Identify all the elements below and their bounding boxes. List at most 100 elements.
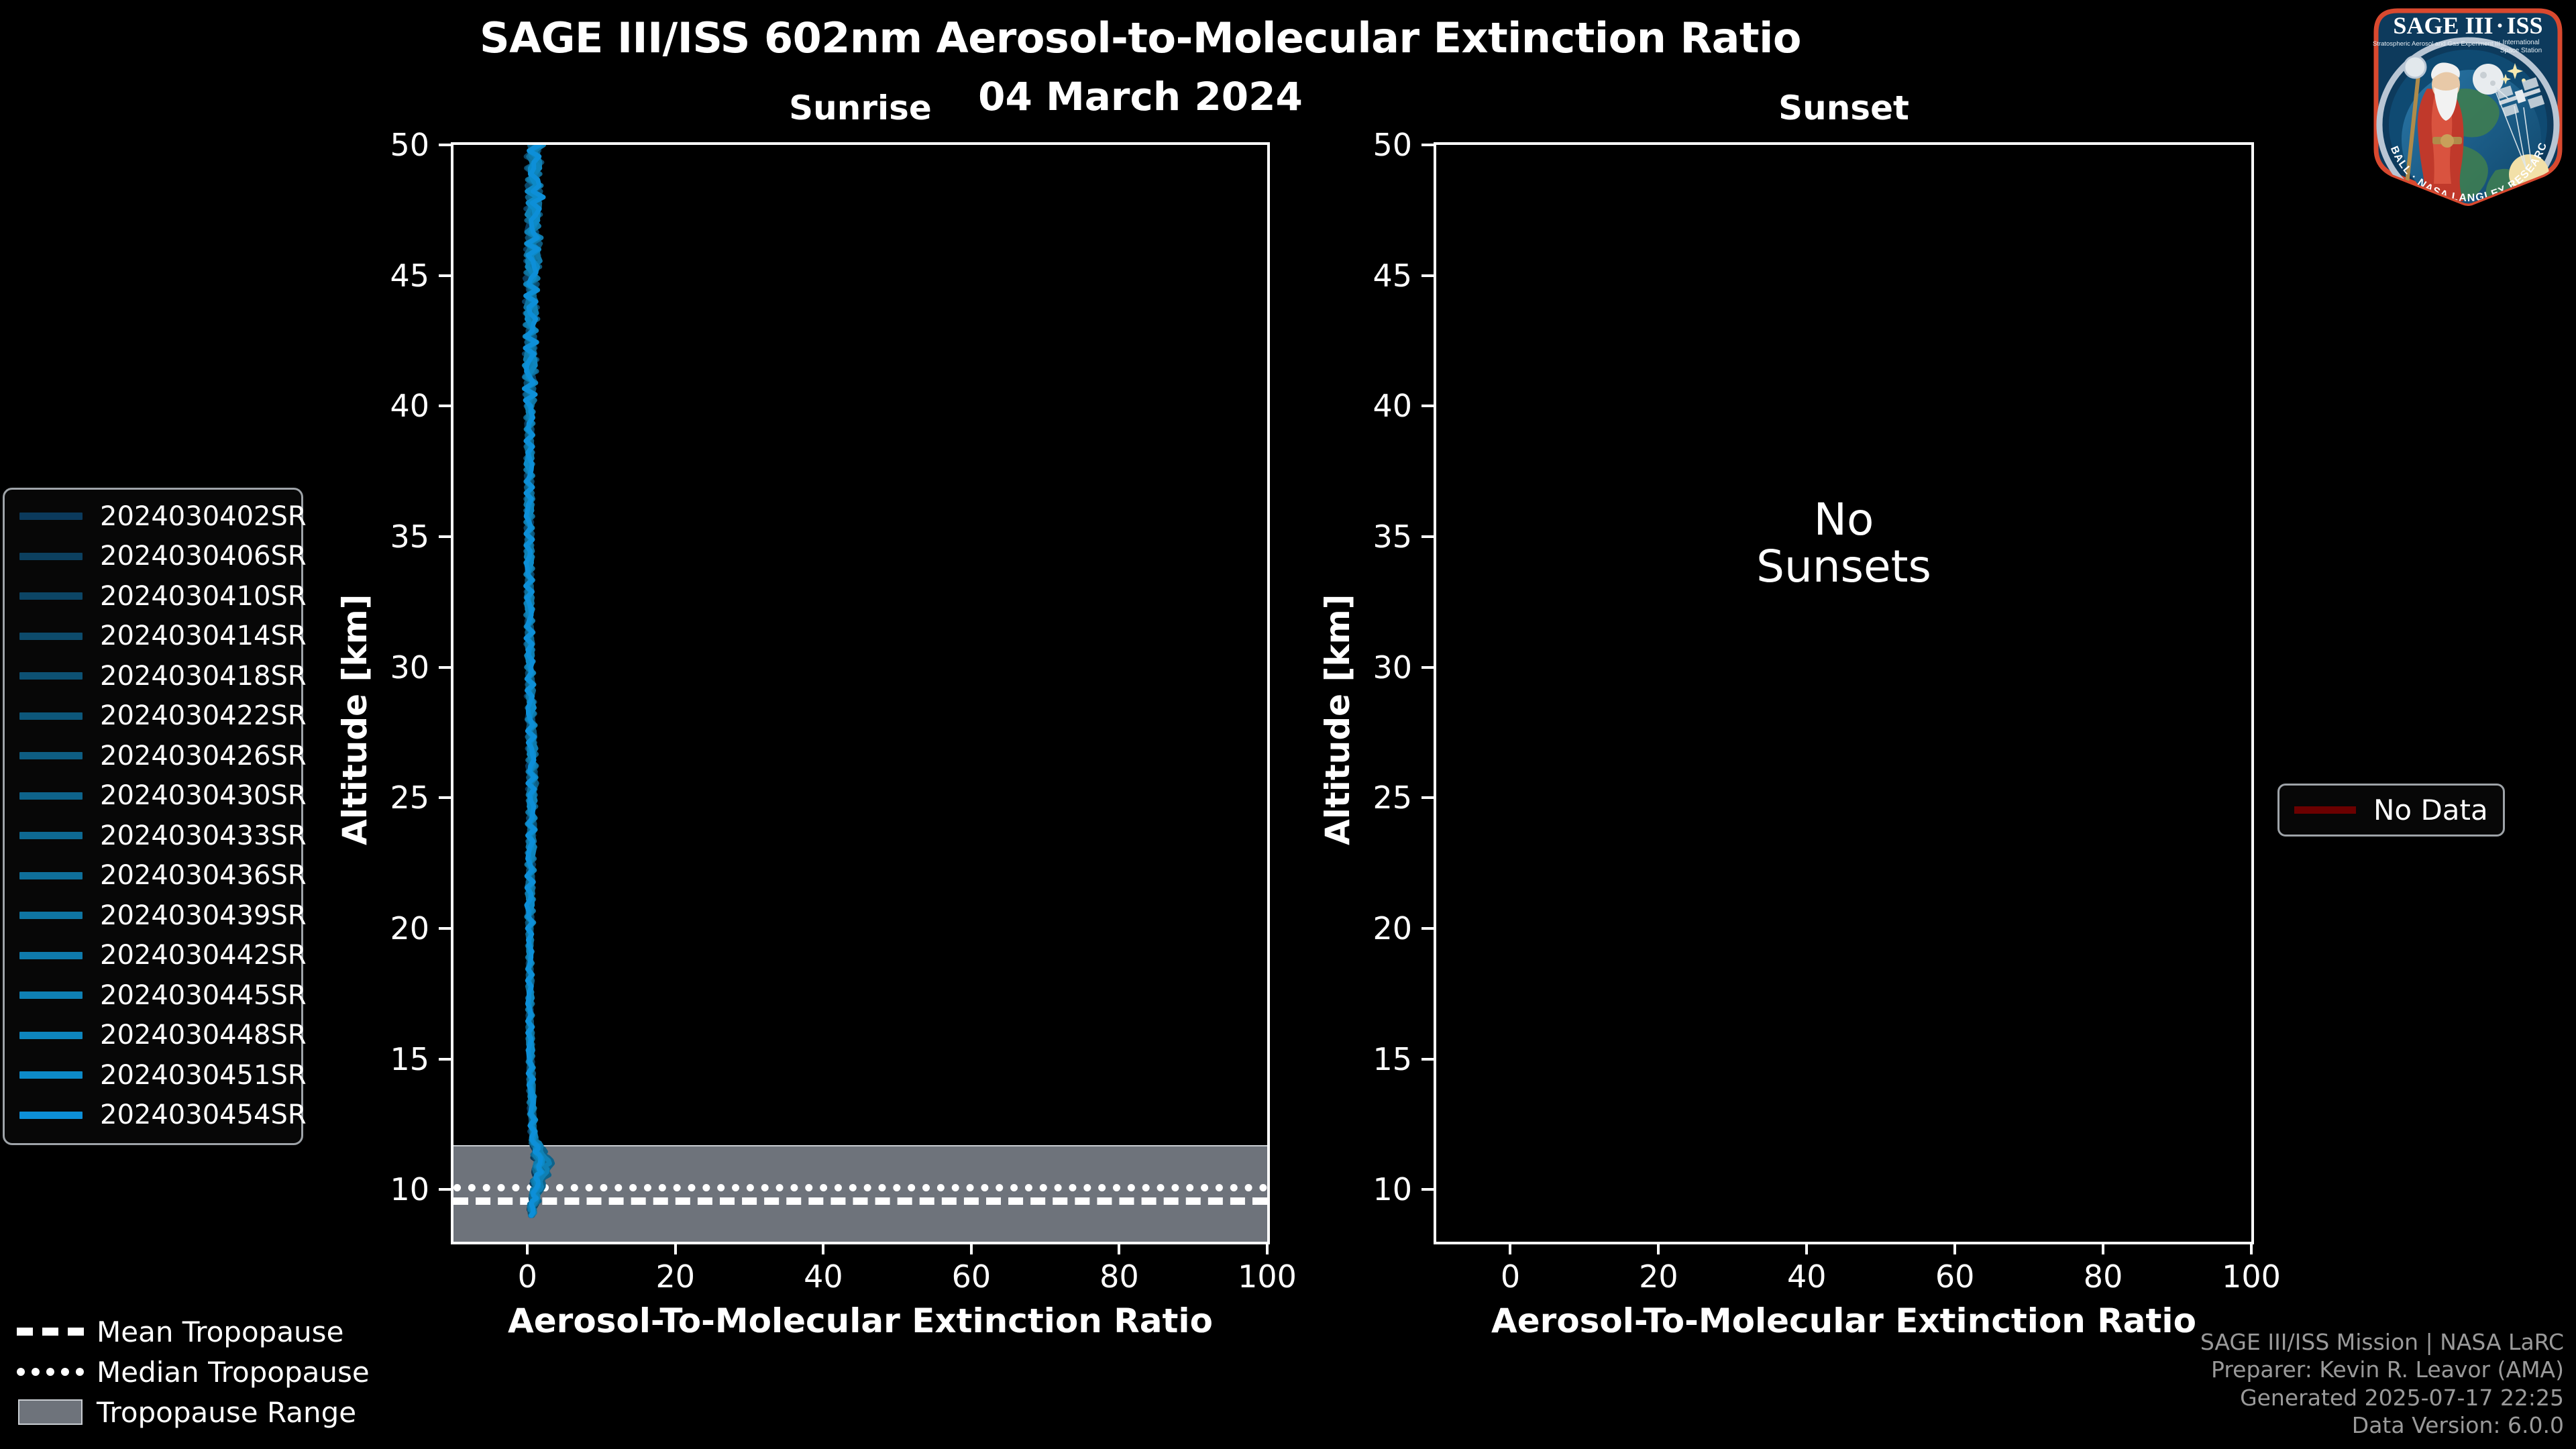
x-tick-label: 0	[517, 1258, 537, 1295]
y-axis-label-sunset: Altitude [km]	[1318, 594, 1357, 845]
tropopause-range-band	[453, 1145, 1267, 1242]
y-tick-label: 45	[390, 257, 429, 294]
no-data-legend-label: No Data	[2373, 794, 2488, 826]
legend-line-icon	[19, 552, 83, 560]
legend-item-label: 2024030410SR	[100, 580, 307, 612]
x-tick-mark	[1953, 1242, 1957, 1254]
x-tick-mark	[674, 1242, 677, 1254]
legend-line-icon	[19, 1031, 83, 1039]
legend-item-label: 2024030414SR	[100, 621, 307, 652]
plot-area-sunset[interactable]	[1434, 142, 2254, 1244]
x-axis-ticks-sunrise: 0 20 40 60 80 100	[451, 1242, 1297, 1296]
legend-item[interactable]: 2024030445SR	[5, 975, 307, 1016]
no-sunsets-message: No Sunsets	[1434, 496, 2254, 590]
y-tick-label: 15	[390, 1040, 429, 1077]
panel-subtitle-sunset: Sunset	[1778, 89, 1909, 127]
y-tick-mark	[439, 1188, 451, 1191]
sage-iii-iss-mission-patch-icon: BALL · NASA LANGLEY RESEARCH CENTER · TA…	[2373, 8, 2563, 206]
legend-item-label: 2024030422SR	[100, 700, 307, 732]
legend-item-label: 2024030426SR	[100, 740, 307, 771]
footer-line-version: Data Version: 6.0.0	[2351, 1412, 2564, 1439]
legend-item-label: 2024030451SR	[100, 1059, 307, 1091]
y-tick-mark	[1421, 926, 1434, 930]
legend-item[interactable]: 2024030426SR	[5, 736, 307, 776]
x-axis-label-sunset: Aerosol-To-Molecular Extinction Ratio	[1491, 1301, 2196, 1340]
tropopause-legend: Mean Tropopause Median Tropopause Tropop…	[13, 1311, 370, 1432]
legend-line-icon	[19, 712, 83, 720]
legend-line-icon	[19, 832, 83, 840]
legend-item-tropopause-range: Tropopause Range	[13, 1392, 362, 1432]
legend-item[interactable]: 2024030454SR	[5, 1095, 307, 1136]
y-tick-label: 25	[390, 780, 429, 816]
legend-item[interactable]: 2024030430SR	[5, 776, 307, 816]
y-tick-mark	[1421, 1188, 1434, 1191]
legend-line-icon	[19, 672, 83, 680]
legend-line-icon	[19, 513, 83, 521]
y-tick-label: 10	[1373, 1171, 1412, 1208]
footer-line-preparer: Preparer: Kevin R. Leavor (AMA)	[2211, 1356, 2564, 1383]
svg-text:Space Station: Space Station	[2500, 47, 2542, 54]
legend-line-icon	[19, 871, 83, 879]
legend-item-median-tropopause: Median Tropopause	[13, 1352, 370, 1392]
legend-item-label: 2024030442SR	[100, 940, 307, 971]
y-axis-ticks-sunrise: 10 15 20 25 30 35 40 45 50	[349, 127, 429, 1244]
legend-item[interactable]: 2024030451SR	[5, 1055, 307, 1095]
legend-item-label: 2024030448SR	[100, 1020, 307, 1051]
legend-line-icon	[19, 951, 83, 959]
legend-item[interactable]: 2024030439SR	[5, 896, 307, 936]
legend-label-mean-tropopause: Mean Tropopause	[97, 1315, 344, 1348]
y-tick-label: 35	[390, 518, 429, 555]
y-tick-label: 25	[1373, 780, 1412, 816]
y-tick-label: 45	[1373, 257, 1412, 294]
tropopause-mean-line	[453, 1197, 1267, 1205]
legend-item-label: 2024030406SR	[100, 541, 307, 572]
x-tick-mark	[1657, 1242, 1660, 1254]
y-tick-mark	[1421, 405, 1434, 408]
y-tick-label: 20	[390, 910, 429, 947]
legend-item[interactable]: 2024030433SR	[5, 816, 307, 856]
x-tick-label: 40	[1786, 1258, 1827, 1295]
legend-item[interactable]: 2024030414SR	[5, 616, 307, 657]
svg-text:Stratospheric Aerosol and Gas: Stratospheric Aerosol and Gas Experiment…	[2373, 40, 2500, 48]
event-legend[interactable]: 2024030402SR 2024030406SR 2024030410SR 2024…	[3, 488, 307, 1145]
y-tick-label: 40	[390, 388, 429, 425]
legend-item[interactable]: 2024030418SR	[5, 656, 307, 696]
legend-item[interactable]: 2024030402SR	[5, 496, 307, 537]
legend-item[interactable]: 2024030410SR	[5, 576, 307, 616]
legend-item[interactable]: 2024030422SR	[5, 696, 307, 737]
legend-item-label: 2024030433SR	[100, 820, 307, 851]
y-tick-label: 30	[1373, 649, 1412, 686]
legend-item[interactable]: 2024030442SR	[5, 936, 307, 976]
y-tick-mark	[1421, 665, 1434, 669]
y-axis-label-sunrise: Altitude [km]	[335, 594, 374, 845]
y-tick-label: 30	[390, 649, 429, 686]
y-tick-label: 50	[1373, 127, 1412, 163]
no-data-legend[interactable]: No Data	[2277, 784, 2505, 837]
legend-item-label: 2024030418SR	[100, 660, 307, 692]
panel-subtitle-sunrise: Sunrise	[789, 89, 932, 127]
legend-label-median-tropopause: Median Tropopause	[97, 1355, 370, 1389]
y-tick-label: 40	[1373, 388, 1412, 425]
y-tick-mark	[1421, 796, 1434, 800]
legend-item[interactable]: 2024030436SR	[5, 856, 307, 896]
page-title: SAGE III/ISS 602nm Aerosol-to-Molecular …	[479, 13, 1802, 62]
x-tick-mark	[1805, 1242, 1809, 1254]
shaded-box-icon	[13, 1399, 87, 1425]
data-series-line	[522, 145, 546, 1218]
plot-area-sunrise[interactable]	[451, 142, 1270, 1244]
legend-item[interactable]: 2024030448SR	[5, 1016, 307, 1056]
y-tick-mark	[439, 796, 451, 800]
x-axis-label-sunrise: Aerosol-To-Molecular Extinction Ratio	[508, 1301, 1213, 1340]
dotted-line-icon	[13, 1368, 87, 1376]
y-tick-label: 35	[1373, 518, 1412, 555]
x-tick-label: 100	[2222, 1258, 2281, 1295]
footer-line-mission: SAGE III/ISS Mission | NASA LaRC	[2200, 1328, 2564, 1355]
x-tick-mark	[1118, 1242, 1121, 1254]
x-tick-label: 60	[1935, 1258, 1975, 1295]
no-sunsets-line-1: No	[1813, 494, 1874, 545]
y-tick-mark	[439, 665, 451, 669]
x-tick-label: 20	[1639, 1258, 1678, 1295]
legend-item-label: 2024030436SR	[100, 860, 307, 892]
legend-item[interactable]: 2024030406SR	[5, 537, 307, 577]
y-tick-mark	[439, 274, 451, 277]
